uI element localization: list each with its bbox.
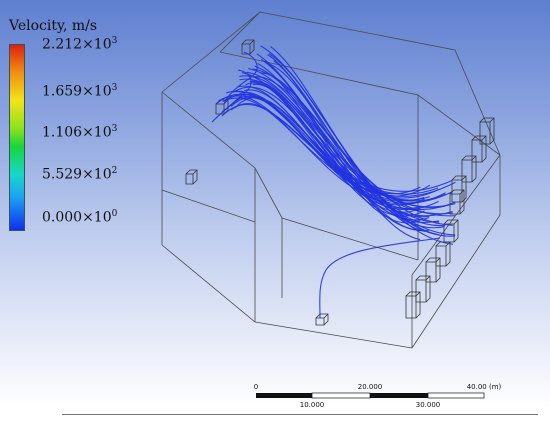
tick-mantissa: 2.212×10 xyxy=(42,36,112,53)
streamline xyxy=(260,58,421,241)
scale-segment-4 xyxy=(427,392,485,399)
streamline xyxy=(273,60,426,232)
streamline xyxy=(319,237,441,319)
right-bottom-edge xyxy=(411,155,501,349)
inner-top-edge xyxy=(219,11,261,53)
velocity-colorbar xyxy=(9,44,25,231)
vent-box xyxy=(405,291,421,319)
vent-box xyxy=(451,175,467,203)
vent-box xyxy=(461,155,477,183)
tick-mantissa: 1.106×10 xyxy=(42,124,112,141)
roof-edge-back xyxy=(161,11,501,156)
building-model xyxy=(161,11,501,349)
tick-mantissa: 5.529×10 xyxy=(42,166,112,183)
scale-label-0: 0 xyxy=(254,383,258,391)
velocity-streamlines xyxy=(211,45,456,319)
legend-title: Velocity, m/s xyxy=(9,18,98,34)
tick-exponent: 2 xyxy=(111,166,118,176)
colorbar-tick-label: 5.529×102 xyxy=(42,166,117,183)
streamline xyxy=(239,75,446,209)
tick-exponent: 0 xyxy=(111,209,118,219)
streamline xyxy=(256,53,430,232)
scale-segment-1 xyxy=(256,393,312,398)
vent-box xyxy=(425,257,441,283)
tick-exponent: 3 xyxy=(111,83,118,93)
streamline xyxy=(237,85,425,206)
streamline xyxy=(234,86,430,201)
streamline xyxy=(270,46,456,237)
streamline xyxy=(215,93,247,105)
vent-box xyxy=(241,39,255,55)
tick-mantissa: 1.659×10 xyxy=(42,83,112,100)
scale-segment-3 xyxy=(370,393,428,398)
tick-mantissa: 0.000×10 xyxy=(42,209,112,226)
vent-box xyxy=(479,117,495,145)
tick-exponent: 3 xyxy=(111,36,118,46)
colorbar-tick-label: 0.000×100 xyxy=(42,209,117,226)
colorbar-tick-label: 1.659×103 xyxy=(42,83,117,100)
tick-exponent: 3 xyxy=(111,124,118,134)
scale-label-10: 10.000 xyxy=(300,401,325,409)
scale-label-30: 30.000 xyxy=(416,401,441,409)
colorbar-tick-label: 2.212×103 xyxy=(42,36,117,53)
cfd-viewport[interactable]: Velocity, m/s 2.212×103 1.659×103 1.106×10… xyxy=(0,0,550,408)
vent-box xyxy=(185,169,198,185)
vent-box xyxy=(449,189,465,215)
streamline xyxy=(223,94,425,202)
vent-box xyxy=(415,275,431,303)
scale-label-20: 20.000 xyxy=(358,383,383,391)
scale-segment-2 xyxy=(311,392,371,399)
inner-ledge-edge xyxy=(161,189,256,223)
bottom-divider xyxy=(62,414,538,415)
streamline xyxy=(211,97,241,123)
vent-box xyxy=(315,313,329,326)
front-right-edge xyxy=(411,154,501,348)
colorbar-tick-label: 1.106×103 xyxy=(42,124,117,141)
scale-label-40: 40.00 (m) xyxy=(467,383,502,391)
vent-boxes xyxy=(185,39,495,326)
vent-box xyxy=(471,135,487,163)
building-outline xyxy=(161,11,501,349)
